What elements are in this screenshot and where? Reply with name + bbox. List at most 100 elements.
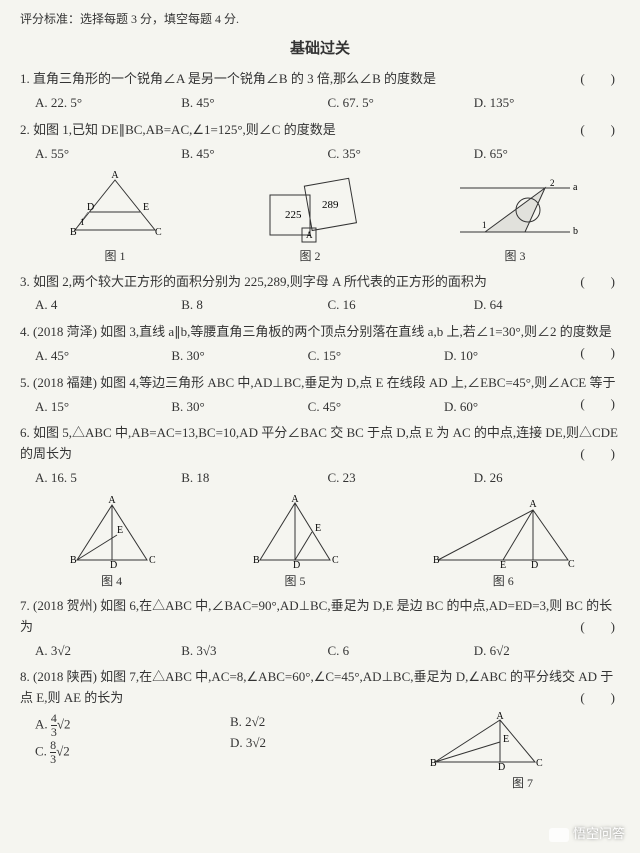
q8-opt-a: A. 43√2 [35,712,230,739]
figure-2: 225 289 A 图 2 [250,170,370,266]
q4-text: (2018 菏泽) 如图 3,直线 a∥b,等腰直角三角板的两个顶点分别落在直线… [33,324,612,339]
q8-bracket: ( ) [580,688,615,709]
question-3: 3. 如图 2,两个较大正方形的面积分别为 225,289,则字母 A 所代表的… [20,272,620,317]
q7-opt-b: B. 3√3 [181,641,327,662]
svg-text:B: B [430,758,437,769]
q2-opt-c: C. 35° [328,144,474,165]
fig5-label: 图 5 [245,572,345,591]
svg-text:A: A [291,495,299,505]
svg-text:225: 225 [285,209,302,221]
q7-opt-a: A. 3√2 [35,641,181,662]
q6-num: 6. [20,425,30,440]
svg-text:D: D [293,560,300,570]
svg-text:2: 2 [550,178,555,188]
svg-text:B: B [253,555,260,566]
q2-num: 2. [20,122,30,137]
q4-opt-c: C. 15° [308,346,444,367]
q4-bracket: ( ) [580,343,615,364]
q1-opt-a: A. 22. 5° [35,93,181,114]
figure-1: ADEBC1 图 1 [60,170,170,266]
fig4-label: 图 4 [62,572,162,591]
q5-opt-d: D. 60° [444,397,580,418]
svg-text:C: C [332,555,339,566]
figure-6: ABCED 图 6 [428,495,578,591]
svg-text:b: b [573,226,578,237]
fig7-label: 图 7 [425,774,620,793]
svg-text:C: C [536,758,543,769]
q7-text: (2018 贺州) 如图 6,在△ABC 中,∠BAC=90°,AD⊥BC,垂足… [20,598,612,634]
svg-text:D: D [87,202,94,213]
svg-text:B: B [70,227,77,238]
watermark-text: 悟空问答 [573,824,625,845]
watermark: 悟空问答 [549,824,625,845]
figure-7: ABCDE 图 7 [425,712,620,793]
q4-opt-a: A. 45° [35,346,171,367]
q6-opt-c: C. 23 [328,468,474,489]
fig2-label: 图 2 [250,247,370,266]
svg-text:A: A [108,495,116,506]
svg-text:B: B [70,555,77,566]
q8-num: 8. [20,669,30,684]
q3-text: 如图 2,两个较大正方形的面积分别为 225,289,则字母 A 所代表的正方形… [33,274,487,289]
q2-opt-d: D. 65° [474,144,620,165]
q8-opt-b: B. 2√2 [230,712,425,733]
figure-4: A B C D E 图 4 [62,495,162,591]
q1-text: 直角三角形的一个锐角∠A 是另一个锐角∠B 的 3 倍,那么∠B 的度数是 [33,71,436,86]
q5-opt-c: C. 45° [308,397,444,418]
q6-opt-a: A. 16. 5 [35,468,181,489]
q3-opt-b: B. 8 [181,295,327,316]
question-8: 8. (2018 陕西) 如图 7,在△ABC 中,AC=8,∠ABC=60°,… [20,667,620,793]
svg-text:D: D [110,560,117,570]
svg-text:1: 1 [80,217,85,227]
fig3-label: 图 3 [450,247,580,266]
svg-text:A: A [530,499,538,510]
question-5: 5. (2018 福建) 如图 4,等边三角形 ABC 中,AD⊥BC,垂足为 … [20,373,620,418]
question-4: 4. (2018 菏泽) 如图 3,直线 a∥b,等腰直角三角板的两个顶点分别落… [20,322,620,367]
question-6: 6. 如图 5,△ABC 中,AB=AC=13,BC=10,AD 平分∠BAC … [20,423,620,488]
svg-text:E: E [500,560,506,570]
svg-text:C: C [568,559,575,570]
figure-3: a b 2 1 图 3 [450,170,580,266]
svg-text:C: C [149,555,156,566]
q8-text: (2018 陕西) 如图 7,在△ABC 中,AC=8,∠ABC=60°,∠C=… [20,669,613,705]
scoring-standard: 评分标准：选择每题 3 分，填空每题 4 分. [20,10,620,29]
q1-opt-c: C. 67. 5° [328,93,474,114]
svg-text:a: a [573,182,578,193]
q7-num: 7. [20,598,30,613]
section-title: 基础过关 [20,37,620,61]
q6-opt-d: D. 26 [474,468,620,489]
question-1: 1. 直角三角形的一个锐角∠A 是另一个锐角∠B 的 3 倍,那么∠B 的度数是… [20,69,620,114]
q2-bracket: ( ) [580,120,615,141]
q2-opt-a: A. 55° [35,144,181,165]
svg-text:A: A [496,712,504,722]
q5-text: (2018 福建) 如图 4,等边三角形 ABC 中,AD⊥BC,垂足为 D,点… [33,375,616,390]
q4-num: 4. [20,324,30,339]
q1-num: 1. [20,71,30,86]
watermark-icon [549,828,569,842]
q3-bracket: ( ) [580,272,615,293]
q6-text: 如图 5,△ABC 中,AB=AC=13,BC=10,AD 平分∠BAC 交 B… [20,425,618,461]
svg-text:A: A [111,170,119,181]
q3-opt-c: C. 16 [328,295,474,316]
fig1-label: 图 1 [60,247,170,266]
svg-text:C: C [155,227,162,238]
q7-opt-c: C. 6 [328,641,474,662]
q8-opt-c: C. 83√2 [35,739,230,766]
svg-text:A: A [306,230,313,240]
fig6-label: 图 6 [428,572,578,591]
svg-text:1: 1 [482,220,487,230]
svg-text:289: 289 [322,199,339,211]
q3-num: 3. [20,274,30,289]
q5-opt-a: A. 15° [35,397,171,418]
q5-opt-b: B. 30° [171,397,307,418]
svg-text:E: E [117,525,123,536]
q5-bracket: ( ) [580,394,615,415]
svg-text:E: E [315,523,321,534]
q4-opt-d: D. 10° [444,346,580,367]
svg-text:E: E [503,734,509,745]
svg-text:D: D [531,560,538,570]
q2-text: 如图 1,已知 DE∥BC,AB=AC,∠1=125°,则∠C 的度数是 [33,122,336,137]
question-2: 2. 如图 1,已知 DE∥BC,AB=AC,∠1=125°,则∠C 的度数是 (… [20,120,620,165]
q1-opt-b: B. 45° [181,93,327,114]
q7-bracket: ( ) [580,617,615,638]
